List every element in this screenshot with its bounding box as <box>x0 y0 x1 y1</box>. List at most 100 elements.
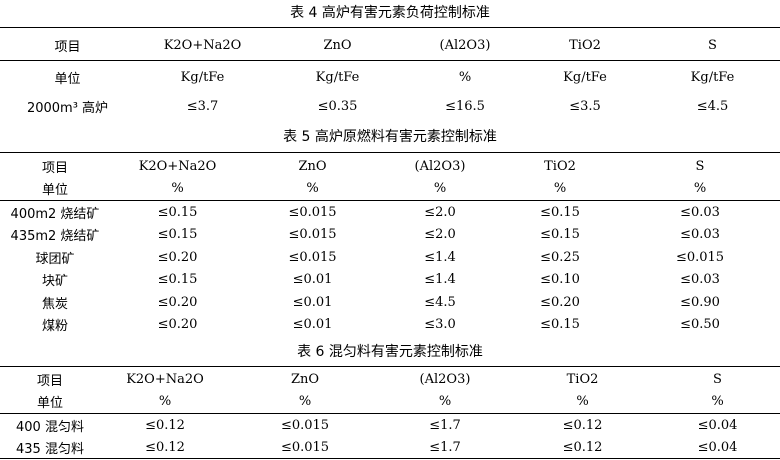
table4-header-item: 项目 <box>54 39 81 55</box>
table5-header-zno: ZnO <box>298 158 327 174</box>
table-cell: ≤4.5 <box>696 98 729 114</box>
table4-header-tio2: TiO2 <box>569 37 601 53</box>
table-cell: % <box>553 180 567 196</box>
table6-header-item: 项目 <box>36 373 63 389</box>
table6-title: 表 6 混匀料有害元素控制标准 <box>297 344 483 360</box>
table-row: 2000m³ 高炉 ≤3.7 ≤0.35 ≤16.5 ≤3.5 ≤4.5 <box>0 92 780 120</box>
table-cell: ≤0.03 <box>680 227 720 243</box>
table-cell: ≤0.12 <box>145 417 185 433</box>
table-cell: ≤0.15 <box>157 272 198 288</box>
table-cell: % <box>171 180 184 196</box>
table-row: 煤粉 ≤0.20 ≤0.01 ≤3.0 ≤0.15 ≤0.50 <box>0 314 780 337</box>
table-cell: % <box>158 393 172 409</box>
table-cell: ≤0.15 <box>157 204 198 220</box>
table-cell: ≤0.25 <box>540 249 580 265</box>
table-cell: ≤3.5 <box>569 98 601 114</box>
table6: 项目 K2O+Na2O ZnO (Al2O3) TiO2 S 单位 % % % … <box>0 368 780 412</box>
table6-header-rule <box>0 413 780 414</box>
table5-header-rule <box>0 200 780 201</box>
table-row: 单位 Kg/tFe Kg/tFe % Kg/tFe Kg/tFe <box>0 62 780 92</box>
table5-row-label: 球团矿 <box>35 251 75 267</box>
table4-title: 表 4 高炉有害元素负荷控制标准 <box>290 5 490 21</box>
table5-header-item: 项目 <box>41 160 68 176</box>
table-cell: ≤0.01 <box>292 272 333 288</box>
table-row: 焦炭 ≤0.20 ≤0.01 ≤4.5 ≤0.20 ≤0.90 <box>0 291 780 314</box>
table6-header-s: S <box>713 371 722 387</box>
table-cell: ≤16.5 <box>445 98 485 114</box>
table-cell: ≤0.15 <box>157 227 198 243</box>
table-cell: ≤1.4 <box>424 249 456 265</box>
table-cell: ≤0.15 <box>540 227 580 243</box>
table-cell: ≤0.90 <box>680 294 720 310</box>
table-cell: ≤0.015 <box>288 227 337 243</box>
table-row: 单位 % % % % % <box>0 177 780 199</box>
table-cell: ≤4.5 <box>424 294 456 310</box>
table-row: 400m2 烧结矿 ≤0.15 ≤0.015 ≤2.0 ≤0.15 ≤0.03 <box>0 201 780 224</box>
table6-top-rule <box>0 366 780 367</box>
table5-row-label: 单位 <box>41 182 68 198</box>
table-cell: Kg/tFe <box>563 69 607 85</box>
table-cell: ≤0.015 <box>675 249 725 265</box>
table-cell: % <box>298 393 312 409</box>
table6-header-zno: ZnO <box>290 371 320 387</box>
table5: 项目 K2O+Na2O ZnO (Al2O3) TiO2 S 单位 % % % … <box>0 155 780 199</box>
table5-title: 表 5 高炉原燃料有害元素控制标准 <box>283 129 497 145</box>
table5-row-label: 400m2 烧结矿 <box>10 206 100 222</box>
table4-header-k2o-na2o: K2O+Na2O <box>163 37 242 53</box>
table-cell: ≤0.20 <box>157 294 198 310</box>
table-cell: ≤0.04 <box>697 439 738 455</box>
table5-header-s: S <box>695 158 705 174</box>
table-cell: ≤0.15 <box>540 204 580 220</box>
table5-header-tio2: TiO2 <box>544 158 576 174</box>
table-cell: ≤0.03 <box>680 204 720 220</box>
table-cell: ≤1.4 <box>424 272 456 288</box>
table4: 项目 K2O+Na2O ZnO (Al2O3) TiO2 S <box>0 30 780 60</box>
table-cell: % <box>458 69 472 85</box>
table4-row-label: 单位 <box>54 71 81 87</box>
table-cell: Kg/tFe <box>180 69 225 85</box>
table-cell: ≤1.7 <box>429 417 461 433</box>
table-cell: Kg/tFe <box>690 69 735 85</box>
table5-header-al2o3: (Al2O3) <box>414 158 466 174</box>
table6-bottom-rule <box>0 458 780 459</box>
table-cell: ≤3.0 <box>424 317 456 333</box>
table-cell: ≤2.0 <box>424 227 456 243</box>
table-cell: ≤0.015 <box>280 439 330 455</box>
table-row: 单位 % % % % % <box>0 390 780 412</box>
table-cell: ≤0.015 <box>280 417 330 433</box>
table-cell: % <box>711 393 724 409</box>
table6-header-row: 项目 K2O+Na2O ZnO (Al2O3) TiO2 S <box>0 368 780 390</box>
table-cell: ≤0.12 <box>562 417 603 433</box>
table-row: 块矿 ≤0.15 ≤0.01 ≤1.4 ≤0.10 ≤0.03 <box>0 269 780 292</box>
table-cell: % <box>438 393 452 409</box>
table-cell: ≤0.01 <box>292 294 333 310</box>
table4-top-rule <box>0 27 780 28</box>
table-cell: ≤0.015 <box>288 204 337 220</box>
table5-header-k2o-na2o: K2O+Na2O <box>138 158 217 174</box>
table-cell: % <box>576 393 589 409</box>
table-cell: % <box>306 180 319 196</box>
table5-row-label: 煤粉 <box>41 319 68 335</box>
table6-row-label: 单位 <box>36 395 63 411</box>
table-cell: ≤0.50 <box>680 317 720 333</box>
table-cell: ≤0.20 <box>157 317 198 333</box>
table4-header-al2o3: (Al2O3) <box>439 37 491 53</box>
table-cell: ≤0.20 <box>540 294 580 310</box>
table-cell: ≤3.7 <box>186 98 219 114</box>
table-cell: % <box>693 180 707 196</box>
table4-header-zno: ZnO <box>323 37 352 53</box>
table6-body: 400 混匀料 ≤0.12 ≤0.015 ≤1.7 ≤0.12 ≤0.04 43… <box>0 414 780 458</box>
table5-top-rule <box>0 152 780 153</box>
table5-row-label: 块矿 <box>41 274 68 290</box>
table-cell: Kg/tFe <box>315 69 360 85</box>
table-row: 400 混匀料 ≤0.12 ≤0.015 ≤1.7 ≤0.12 ≤0.04 <box>0 414 780 436</box>
table6-header-k2o-na2o: K2O+Na2O <box>126 371 204 387</box>
table-cell: ≤0.12 <box>145 439 185 455</box>
table5-body: 400m2 烧结矿 ≤0.15 ≤0.015 ≤2.0 ≤0.15 ≤0.03 … <box>0 201 780 336</box>
table-row: 球团矿 ≤0.20 ≤0.015 ≤1.4 ≤0.25 ≤0.015 <box>0 246 780 269</box>
table6-row-label: 400 混匀料 <box>16 419 84 435</box>
table-cell: ≤0.20 <box>157 249 198 265</box>
table4-body: 单位 Kg/tFe Kg/tFe % Kg/tFe Kg/tFe 2000m³ … <box>0 62 780 120</box>
table-cell: ≤0.15 <box>540 317 580 333</box>
table6-header-al2o3: (Al2O3) <box>419 371 471 387</box>
